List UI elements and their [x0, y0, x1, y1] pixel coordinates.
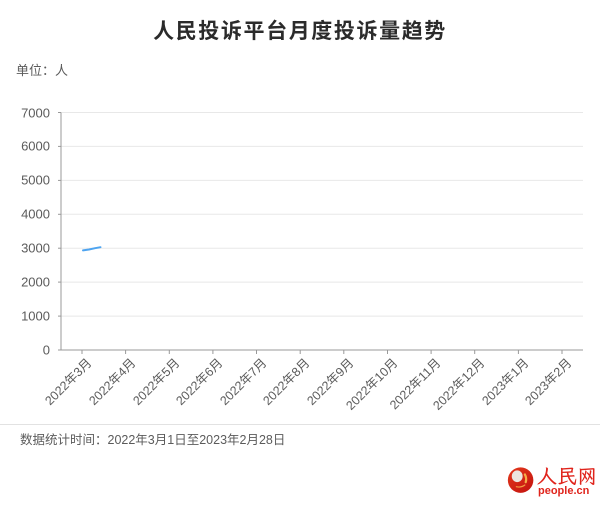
svg-text:people.cn: people.cn [538, 485, 590, 497]
